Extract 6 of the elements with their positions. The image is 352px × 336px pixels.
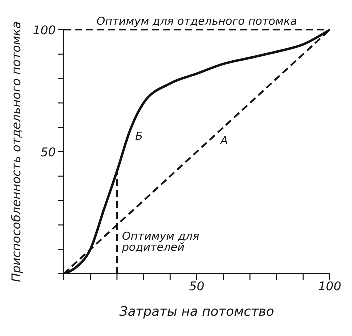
y-axis-title: Приспособленность отдельного потомка bbox=[9, 22, 24, 282]
annotation: А bbox=[220, 134, 228, 148]
ref-line-label: Оптимум для отдельного потомка bbox=[96, 15, 298, 28]
x-axis-title: Затраты на потомство bbox=[120, 305, 274, 320]
annotation: Оптимум для родителей bbox=[121, 230, 200, 254]
annotation: Б bbox=[136, 130, 144, 143]
